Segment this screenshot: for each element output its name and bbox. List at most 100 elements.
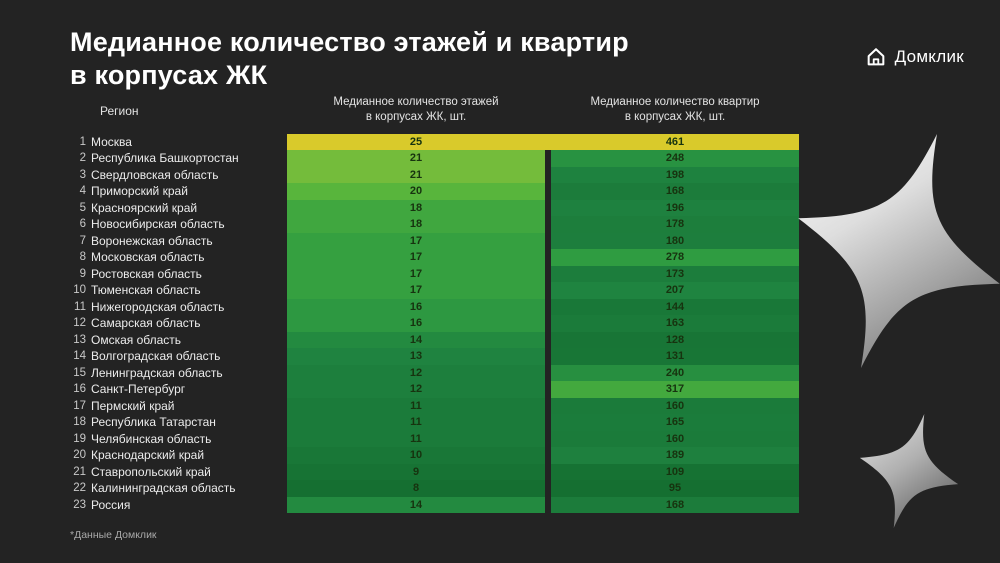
table-row: 7 Воронежская область 17 180 [70,232,799,250]
apartments-value-bar: 163 [551,315,799,332]
floors-value-bar: 18 [287,199,545,217]
row-rank: 6 [79,218,86,231]
floors-value-bar: 8 [287,480,545,497]
floors-value-bar: 16 [287,298,545,316]
row-rank: 13 [73,333,86,346]
footnote: *Данные Домклик [70,529,157,541]
floors-value-bar: 16 [287,315,545,332]
apartments-value-bar: 95 [551,480,799,497]
row-rank: 4 [79,185,86,198]
floors-value-bar: 12 [287,381,545,398]
floors-value-bar: 14 [287,331,545,349]
table-row: 18 Республика Татарстан 11 165 [70,414,799,431]
floors-value-bar: 17 [287,282,545,299]
region-name: Московская область [91,250,205,265]
apartments-value-bar: 240 [551,364,799,382]
region-name: Омская область [91,332,182,347]
apartments-value-bar: 189 [551,447,799,464]
apartments-value-bar: 317 [551,381,799,398]
table-row: 14 Волгоградская область 13 131 [70,348,799,365]
row-rank: 2 [79,152,86,165]
row-rank: 7 [79,234,86,247]
floors-value-bar: 12 [287,364,545,382]
region-name: Пермский край [91,398,175,413]
domclick-logo: Домклик [865,46,964,68]
table-row: 20 Краснодарский край 10 189 [70,447,799,464]
table-row: 3 Свердловская область 21 198 [70,166,799,184]
apartments-value-bar: 131 [551,348,799,365]
apartments-value-bar: 109 [551,463,799,481]
region-name: Красноярский край [91,200,198,215]
region-name: Челябинская область [91,431,212,446]
apartments-value-bar: 168 [551,496,799,514]
table-row: 8 Московская область 17 278 [70,249,799,266]
region-name: Россия [91,497,131,512]
apartments-value-bar: 160 [551,397,799,415]
region-name: Санкт-Петербург [91,382,186,397]
apartments-value-bar: 278 [551,249,799,266]
region-name: Воронежская область [91,233,213,248]
apartments-value-bar: 180 [551,232,799,250]
table-row: 16 Санкт-Петербург 12 317 [70,381,799,398]
row-rank: 8 [79,251,86,264]
region-name: Краснодарский край [91,448,205,463]
floors-value-bar: 9 [287,463,545,481]
region-name: Калининградская область [91,481,236,496]
table-header: Регион Медианное количество этажей в кор… [70,95,799,125]
row-rank: 12 [73,317,86,330]
row-rank: 19 [73,432,86,445]
row-rank: 15 [73,366,86,379]
row-rank: 20 [73,449,86,462]
table-row: 6 Новосибирская область 18 178 [70,216,799,233]
column-header-apartments: Медианное количество квартир в корпусах … [590,96,760,123]
table-row: 23 Россия 14 168 [70,496,799,514]
table-row: 17 Пермский край 11 160 [70,397,799,415]
apartments-value-bar: 160 [551,430,799,448]
decoration-star-small [859,414,959,528]
apartments-value-bar: 128 [551,331,799,349]
floors-value-bar: 17 [287,265,545,283]
floors-value-bar: 10 [287,447,545,464]
row-rank: 3 [79,168,86,181]
row-rank: 5 [79,201,86,214]
table-row: 21 Ставропольский край 9 109 [70,463,799,481]
table-row: 12 Самарская область 16 163 [70,315,799,332]
floors-value-bar: 14 [287,496,545,514]
floors-value-bar: 20 [287,183,545,200]
row-rank: 21 [73,465,86,478]
table-row: 19 Челябинская область 11 160 [70,430,799,448]
apartments-value-bar: 178 [551,216,799,233]
floors-value-bar: 13 [287,348,545,365]
apartments-value-bar: 168 [551,183,799,200]
apartments-value-bar: 461 [551,133,799,151]
apartments-value-bar: 207 [551,282,799,299]
region-name: Ставропольский край [91,464,211,479]
column-header-floors: Медианное количество этажей в корпусах Ж… [333,96,499,123]
table-row: 5 Красноярский край 18 196 [70,199,799,217]
column-gap [545,133,551,151]
floors-value-bar: 17 [287,249,545,266]
region-name: Нижегородская область [91,299,225,314]
region-name: Республика Башкортостан [91,151,239,166]
apartments-value-bar: 248 [551,150,799,167]
domclick-house-icon [867,48,884,66]
region-name: Новосибирская область [91,217,225,232]
row-rank: 9 [79,267,86,280]
floors-value-bar: 25 [287,133,545,151]
region-name: Свердловская область [91,167,219,182]
apartments-value-bar: 165 [551,414,799,431]
row-rank: 23 [73,498,86,511]
apartments-value-bar: 173 [551,265,799,283]
table-rows: 1 Москва 25 461 2 Республика Башкортостан 21 24… [70,133,799,514]
region-name: Москва [91,134,132,149]
region-name: Ленинградская область [91,365,223,380]
decoration-star-large [798,134,1000,368]
apartments-value-bar: 144 [551,298,799,316]
region-name: Ростовская область [91,266,202,281]
row-rank: 17 [73,399,86,412]
row-rank: 11 [74,300,86,313]
median-table: Регион Медианное количество этажей в кор… [70,95,799,514]
table-row: 2 Республика Башкортостан 21 248 [70,150,799,167]
region-name: Самарская область [91,316,201,331]
